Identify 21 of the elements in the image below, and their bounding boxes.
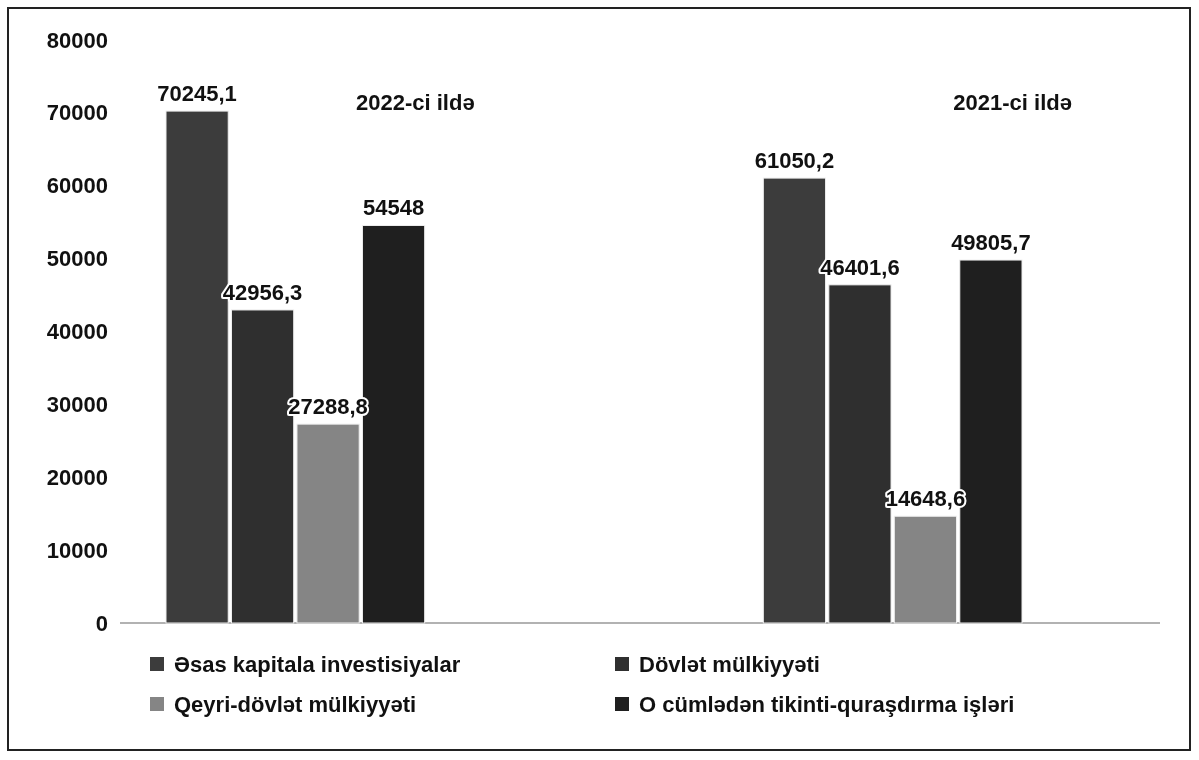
x-tick-label: 2021-ci ildə [953,90,1072,115]
data-label: 54548 [362,195,425,221]
legend-label: Əsas kapitala investisiyalar [174,652,461,677]
bar [893,515,958,624]
y-tick-label: 70000 [46,100,108,126]
data-label: 61050,2 [754,148,835,174]
y-tick-label: 0 [95,610,108,636]
y-tick-label: 50000 [46,246,108,272]
y-tick-label: 10000 [46,537,108,563]
bar [296,423,360,624]
legend-label: Dövlət mülkiyyəti [639,652,820,677]
data-label: 70245,1 [157,81,237,107]
y-tick-label: 40000 [46,319,108,345]
legend-label: Qeyri-dövlət mülkiyyəti [174,692,417,717]
x-tick-label: 2022-ci ildə [356,90,475,115]
legend-label: O cümlədən tikinti-quraşdırma işləri [639,692,1015,717]
y-tick-label: 80000 [46,27,108,53]
data-label: 49805,7 [951,230,1031,256]
y-tick-label: 20000 [46,464,108,490]
y-tick-label: 30000 [46,391,108,417]
y-tick-label: 60000 [46,173,108,199]
